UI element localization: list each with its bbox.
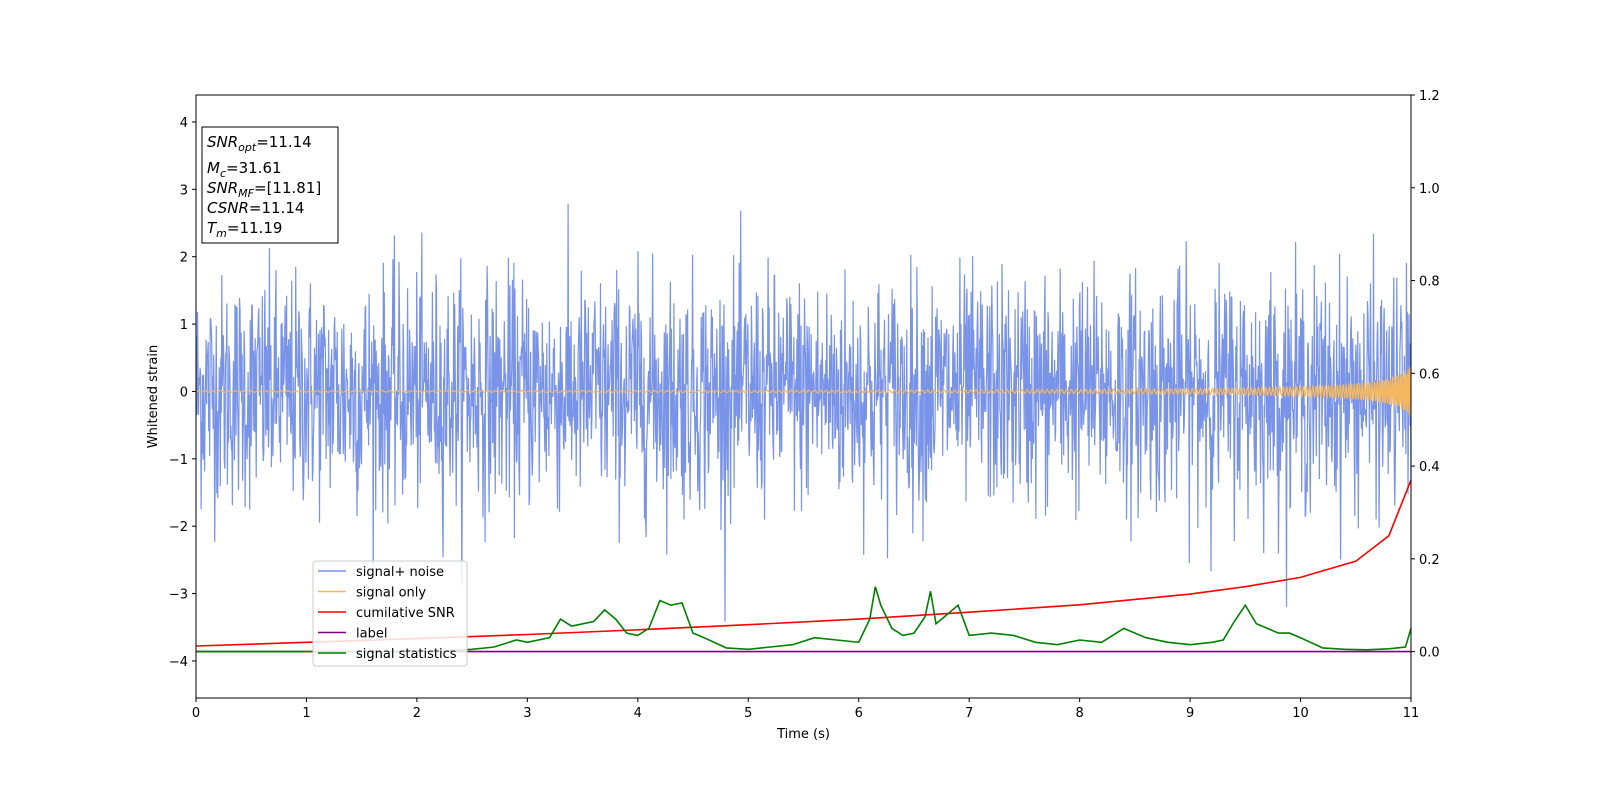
y-tick-label: 0 bbox=[180, 385, 188, 400]
legend-label: signal statistics bbox=[356, 647, 457, 662]
legend-label: signal only bbox=[356, 586, 426, 601]
y2-tick-label: 1.0 bbox=[1419, 182, 1440, 197]
y2-tick-label: 0.4 bbox=[1419, 460, 1440, 475]
y-axis-label: Whitened strain bbox=[146, 345, 161, 448]
x-axis-ticks: 0 1 2 3 4 5 6 7 8 9 10 11 bbox=[192, 698, 1419, 721]
y-tick-label: −2 bbox=[169, 520, 188, 535]
x-tick-label: 11 bbox=[1403, 706, 1420, 721]
annotation-line: Tm=11.19 bbox=[207, 219, 282, 240]
x-tick-label: 2 bbox=[413, 706, 421, 721]
annotation-line: Mc=31.61 bbox=[207, 159, 282, 180]
y-axis-ticks: 4 3 2 1 0 −1 −2 −3 −4 bbox=[169, 116, 196, 670]
x-tick-label: 6 bbox=[855, 706, 863, 721]
y2-tick-label: 0.8 bbox=[1419, 275, 1440, 290]
annotation-line: SNRMF=[11.81] bbox=[207, 179, 321, 200]
y-tick-label: 3 bbox=[180, 183, 188, 198]
signal-noise-line bbox=[195, 203, 1412, 622]
y-tick-label: 1 bbox=[180, 318, 188, 333]
signal-only-line bbox=[195, 367, 1412, 416]
y2-tick-label: 0.0 bbox=[1419, 646, 1440, 661]
y2-axis-ticks: 1.2 1.0 0.8 0.6 0.4 0.2 0.0 bbox=[1411, 89, 1440, 661]
legend-label: label bbox=[356, 627, 387, 642]
annotation-line: SNRopt=11.14 bbox=[207, 133, 312, 154]
legend-label: signal+ noise bbox=[356, 565, 444, 580]
y-tick-label: 2 bbox=[180, 251, 188, 266]
x-axis-label: Time (s) bbox=[776, 727, 830, 742]
y2-tick-label: 0.6 bbox=[1419, 367, 1440, 382]
legend-label: cumilative SNR bbox=[356, 606, 455, 621]
y-tick-label: −3 bbox=[169, 588, 188, 603]
legend: signal+ noise signal only cumilative SNR la… bbox=[312, 560, 468, 667]
x-tick-label: 7 bbox=[965, 706, 973, 721]
y-tick-label: 4 bbox=[180, 116, 188, 131]
signal-noise-series bbox=[195, 203, 1412, 622]
x-tick-label: 10 bbox=[1292, 706, 1309, 721]
signal-only-series bbox=[195, 367, 1412, 416]
y-tick-label: −1 bbox=[169, 453, 188, 468]
legend-frame bbox=[312, 560, 468, 667]
x-tick-label: 1 bbox=[302, 706, 310, 721]
y2-tick-label: 0.2 bbox=[1419, 553, 1440, 568]
x-tick-label: 5 bbox=[744, 706, 752, 721]
x-tick-label: 0 bbox=[192, 706, 200, 721]
annotation-line: CSNR=11.14 bbox=[207, 199, 304, 217]
annotation-box: SNRopt=11.14 Mc=31.61SNRMF=[11.81]CSNR=11… bbox=[201, 126, 339, 244]
y2-tick-label: 1.2 bbox=[1419, 89, 1440, 104]
x-tick-label: 8 bbox=[1075, 706, 1083, 721]
plot-frame bbox=[195, 94, 1412, 699]
annotation-frame bbox=[201, 126, 339, 244]
x-tick-label: 3 bbox=[523, 706, 531, 721]
signal-statisticsline bbox=[196, 586, 1412, 653]
x-tick-label: 9 bbox=[1186, 706, 1194, 721]
y-tick-label: −4 bbox=[169, 655, 188, 670]
x-tick-label: 4 bbox=[634, 706, 642, 721]
